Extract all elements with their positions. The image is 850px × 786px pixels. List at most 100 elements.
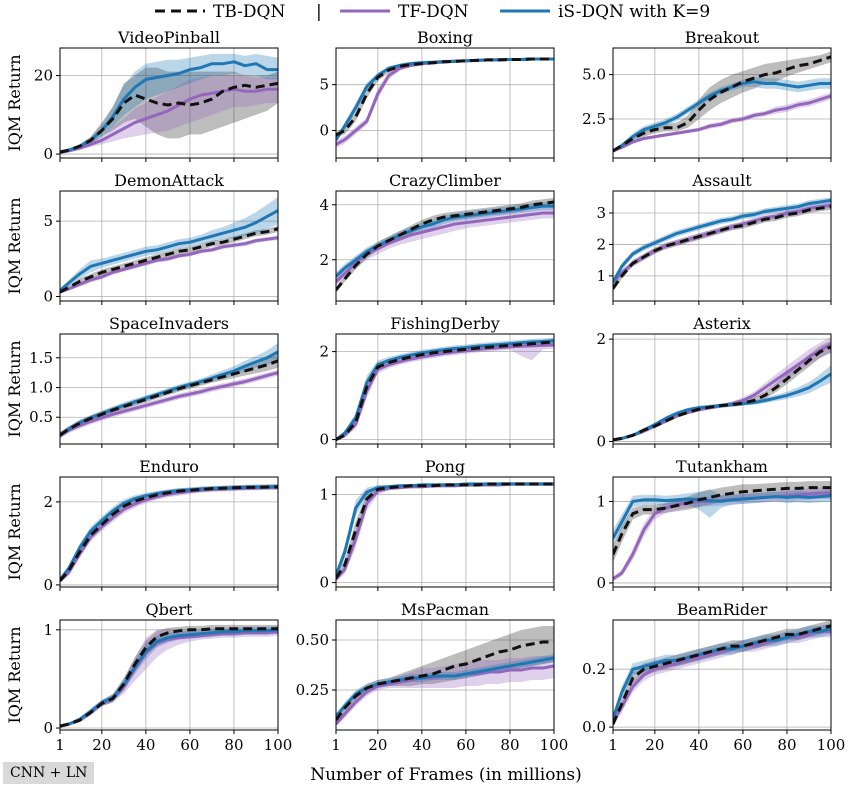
x-tick-label: 1 — [331, 736, 341, 754]
line-tf-dqn — [60, 87, 278, 154]
line-tb-dqn — [613, 345, 831, 442]
line-tb-dqn — [60, 359, 278, 437]
panel-mspacman: 1 20 40 60 80 100 0.25 0.50 MsPacman — [296, 600, 569, 754]
band-tf-dqn — [336, 57, 554, 148]
line-is-dqn-with-k-9 — [336, 57, 554, 141]
panel-frame — [612, 333, 832, 445]
panel-title: CrazyClimber — [389, 171, 501, 190]
panel-demonattack: 0 5 DemonAttack IQM Return — [5, 171, 279, 305]
panel-frame — [59, 47, 279, 159]
panel-frame — [335, 619, 555, 731]
y-tick-label: 0 — [596, 432, 606, 450]
panel-title: VideoPinball — [117, 28, 220, 47]
line-tb-dqn — [60, 627, 278, 728]
panel-spaceinvaders: 0.5 1.0 1.5 SpaceInvaders IQM Return — [5, 314, 279, 448]
panel-asterix: 0 2 Asterix — [596, 314, 832, 450]
x-tick-label: 40 — [136, 736, 155, 754]
plot-area — [336, 197, 554, 293]
legend-is-dqn-label: iS-DQN with K=9 — [558, 2, 710, 22]
band-tf-dqn — [336, 656, 554, 726]
line-is-dqn-with-k-9 — [336, 204, 554, 278]
line-tb-dqn — [613, 205, 831, 290]
legend-tb-dqn-label: TB-DQN — [213, 2, 285, 22]
plot-area — [60, 53, 278, 154]
x-tick-label: 60 — [733, 736, 752, 754]
y-tick-label: 0 — [43, 145, 53, 163]
y-tick-label: 0 — [319, 574, 329, 592]
x-tick-label: 60 — [180, 736, 199, 754]
panel-frame — [612, 190, 832, 302]
y-tick-label: 0 — [319, 431, 329, 449]
line-is-dqn-with-k-9 — [60, 628, 278, 728]
line-tf-dqn — [613, 630, 831, 723]
line-is-dqn-with-k-9 — [60, 60, 278, 154]
y-tick-label: 1 — [43, 621, 53, 639]
y-tick-label: 20 — [34, 67, 53, 85]
y-tick-label: 2 — [596, 330, 606, 348]
plot-area — [60, 484, 278, 583]
panel-title: Enduro — [139, 457, 199, 476]
line-tb-dqn — [613, 55, 831, 153]
y-tick-label: 0 — [43, 719, 53, 737]
y-axis-label: IQM Return — [5, 54, 24, 151]
band-tb-dqn — [336, 626, 554, 722]
line-tb-dqn — [336, 482, 554, 580]
line-tb-dqn — [60, 485, 278, 582]
panel-tutankham: 0 1 Tutankham — [596, 457, 832, 592]
x-tick-label: 1 — [55, 736, 65, 754]
x-tick-label: 1 — [608, 736, 618, 754]
line-tb-dqn — [613, 486, 831, 555]
y-tick-label: 3 — [596, 204, 606, 222]
line-tb-dqn — [336, 340, 554, 441]
panel-frame — [612, 476, 832, 588]
panel-frame — [335, 47, 555, 159]
panel-frame — [335, 333, 555, 445]
line-tb-dqn — [336, 200, 554, 291]
line-is-dqn-with-k-9 — [336, 339, 554, 441]
x-tick-label: 40 — [689, 736, 708, 754]
panel-crazyclimber: 2 4 CrazyClimber — [319, 171, 555, 305]
line-tb-dqn — [60, 227, 278, 294]
plot-area — [60, 342, 278, 439]
y-axis-label: IQM Return — [5, 340, 24, 437]
y-tick-label: 1 — [596, 492, 606, 510]
band-tb-dqn — [613, 203, 831, 292]
panel-boxing: 0 5 Boxing — [319, 28, 555, 162]
y-tick-label: 0 — [319, 122, 329, 140]
y-tick-label: 0.2 — [582, 660, 606, 678]
band-tb-dqn — [613, 481, 831, 563]
panel-title: Boxing — [417, 28, 473, 47]
line-tf-dqn — [613, 94, 831, 153]
band-tf-dqn — [613, 487, 831, 582]
band-tb-dqn — [336, 57, 554, 138]
plot-area — [60, 624, 278, 728]
x-tick-label: 20 — [645, 736, 664, 754]
x-tick-label: 80 — [777, 736, 796, 754]
x-tick-label: 40 — [412, 736, 431, 754]
line-is-dqn-with-k-9 — [613, 80, 831, 153]
y-tick-label: 2 — [596, 235, 606, 253]
line-is-dqn-with-k-9 — [613, 494, 831, 539]
x-tick-label: 20 — [92, 736, 111, 754]
panel-title: Qbert — [146, 600, 193, 619]
panel-frame — [59, 190, 279, 302]
line-tf-dqn — [336, 211, 554, 283]
y-tick-label: 1 — [319, 486, 329, 504]
panel-title: Asterix — [692, 314, 750, 333]
panel-title: FishingDerby — [390, 314, 500, 333]
architecture-badge: CNN + LN — [3, 762, 95, 784]
x-tick-label: 100 — [540, 736, 569, 754]
y-tick-label: 0 — [43, 287, 53, 305]
panel-title: Breakout — [685, 28, 760, 47]
y-tick-label: 4 — [319, 196, 329, 214]
y-axis-label: IQM Return — [5, 626, 24, 723]
y-tick-label: 0.25 — [296, 681, 329, 699]
plot-area — [613, 481, 831, 582]
plot-area — [336, 57, 554, 148]
panel-title: MsPacman — [401, 600, 489, 619]
line-tf-dqn — [336, 57, 554, 146]
panel-frame — [612, 47, 832, 159]
panel-title: Assault — [691, 171, 752, 190]
